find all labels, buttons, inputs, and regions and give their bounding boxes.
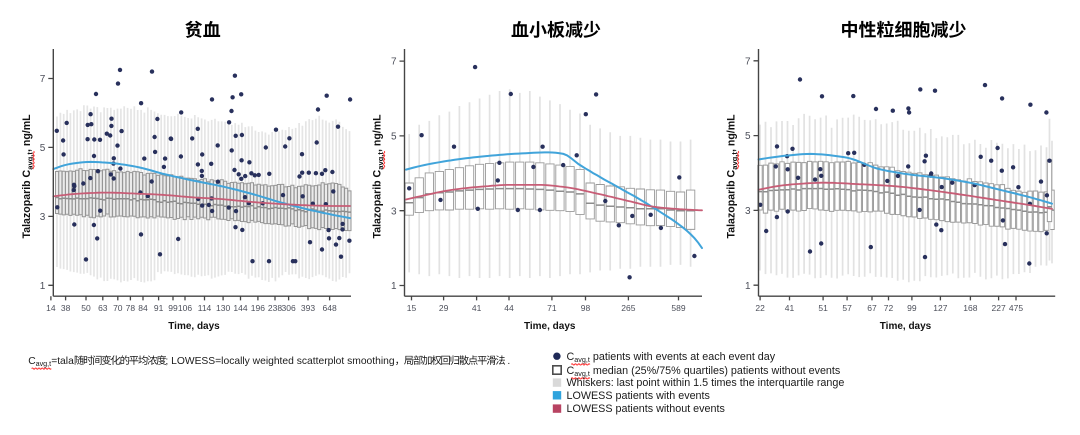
svg-text:patients with events at each e: patients with events at each event day — [590, 351, 776, 363]
svg-text:57: 57 — [842, 303, 852, 313]
svg-text:99: 99 — [907, 303, 917, 313]
svg-text:71: 71 — [547, 303, 557, 313]
svg-text:C: C — [567, 351, 575, 363]
svg-text:589: 589 — [671, 303, 685, 313]
svg-text:.: . — [505, 356, 511, 367]
svg-text:15: 15 — [407, 303, 417, 313]
svg-text:114: 114 — [198, 303, 212, 313]
svg-text:63: 63 — [98, 303, 108, 313]
svg-text:7: 7 — [745, 56, 751, 67]
svg-text:265: 265 — [621, 303, 635, 313]
svg-text:avg,t: avg,t — [574, 369, 590, 378]
svg-text:51: 51 — [818, 303, 828, 313]
svg-text:Talazoparib Cavg,t, ng/mL: Talazoparib Cavg,t, ng/mL — [21, 114, 34, 239]
svg-text:67: 67 — [867, 303, 877, 313]
svg-text:50: 50 — [81, 303, 91, 313]
svg-text:29: 29 — [439, 303, 449, 313]
svg-text:Talazoparib Cavg,t, ng/mL: Talazoparib Cavg,t, ng/mL — [372, 114, 385, 239]
svg-text:44: 44 — [504, 303, 514, 313]
svg-text:144: 144 — [233, 303, 247, 313]
svg-text:99: 99 — [168, 303, 178, 313]
svg-text:72: 72 — [884, 303, 894, 313]
svg-text:106: 106 — [178, 303, 192, 313]
svg-text:196: 196 — [251, 303, 265, 313]
svg-text:avg,t: avg,t — [574, 355, 590, 364]
svg-text:648: 648 — [323, 303, 337, 313]
svg-text:127: 127 — [933, 303, 947, 313]
svg-text:41: 41 — [785, 303, 795, 313]
svg-text:238: 238 — [268, 303, 282, 313]
svg-text:306: 306 — [282, 303, 296, 313]
svg-text:LOWESS patients with events: LOWESS patients with events — [567, 390, 710, 402]
svg-text:5: 5 — [40, 143, 46, 154]
svg-text:84: 84 — [138, 303, 148, 313]
svg-text:91: 91 — [154, 303, 164, 313]
svg-text:median (25%/75% quartiles) pat: median (25%/75% quartiles) patients with… — [590, 365, 840, 377]
svg-text:C: C — [28, 356, 36, 367]
svg-text:22: 22 — [755, 303, 765, 313]
svg-text:70: 70 — [113, 303, 123, 313]
svg-text:=tala: =tala — [51, 356, 74, 367]
svg-text:3: 3 — [40, 212, 46, 223]
svg-text:; LOWESS=locally weighted scat: ; LOWESS=locally weighted scatterplot sm… — [165, 356, 394, 367]
svg-text:Whiskers: last point within 1.: Whiskers: last point within 1.5 times th… — [567, 377, 845, 389]
svg-text:38: 38 — [61, 303, 71, 313]
svg-text:Time, days: Time, days — [168, 321, 220, 332]
svg-text:98: 98 — [581, 303, 591, 313]
svg-text:5: 5 — [391, 132, 397, 143]
svg-text:14: 14 — [46, 303, 56, 313]
svg-text:avg,t: avg,t — [36, 359, 52, 368]
svg-text:1: 1 — [745, 281, 751, 292]
svg-text:227: 227 — [992, 303, 1006, 313]
svg-text:393: 393 — [301, 303, 315, 313]
svg-text:LOWESS patients without events: LOWESS patients without events — [567, 403, 725, 415]
svg-text:475: 475 — [1009, 303, 1023, 313]
svg-text:Time, days: Time, days — [880, 321, 932, 332]
svg-text:7: 7 — [391, 57, 397, 68]
svg-text:78: 78 — [126, 303, 136, 313]
svg-text:Talazoparib Cavg,t, ng/mL: Talazoparib Cavg,t, ng/mL — [726, 114, 739, 239]
svg-text:41: 41 — [472, 303, 482, 313]
svg-text:1: 1 — [391, 281, 397, 292]
svg-text:C: C — [567, 365, 575, 377]
svg-text:7: 7 — [40, 74, 46, 85]
svg-text:1: 1 — [40, 281, 46, 292]
svg-text:130: 130 — [216, 303, 230, 313]
svg-text:Time, days: Time, days — [524, 321, 576, 332]
svg-text:168: 168 — [963, 303, 977, 313]
svg-text:3: 3 — [391, 206, 397, 217]
svg-text:3: 3 — [745, 206, 751, 217]
svg-text:5: 5 — [745, 131, 751, 142]
